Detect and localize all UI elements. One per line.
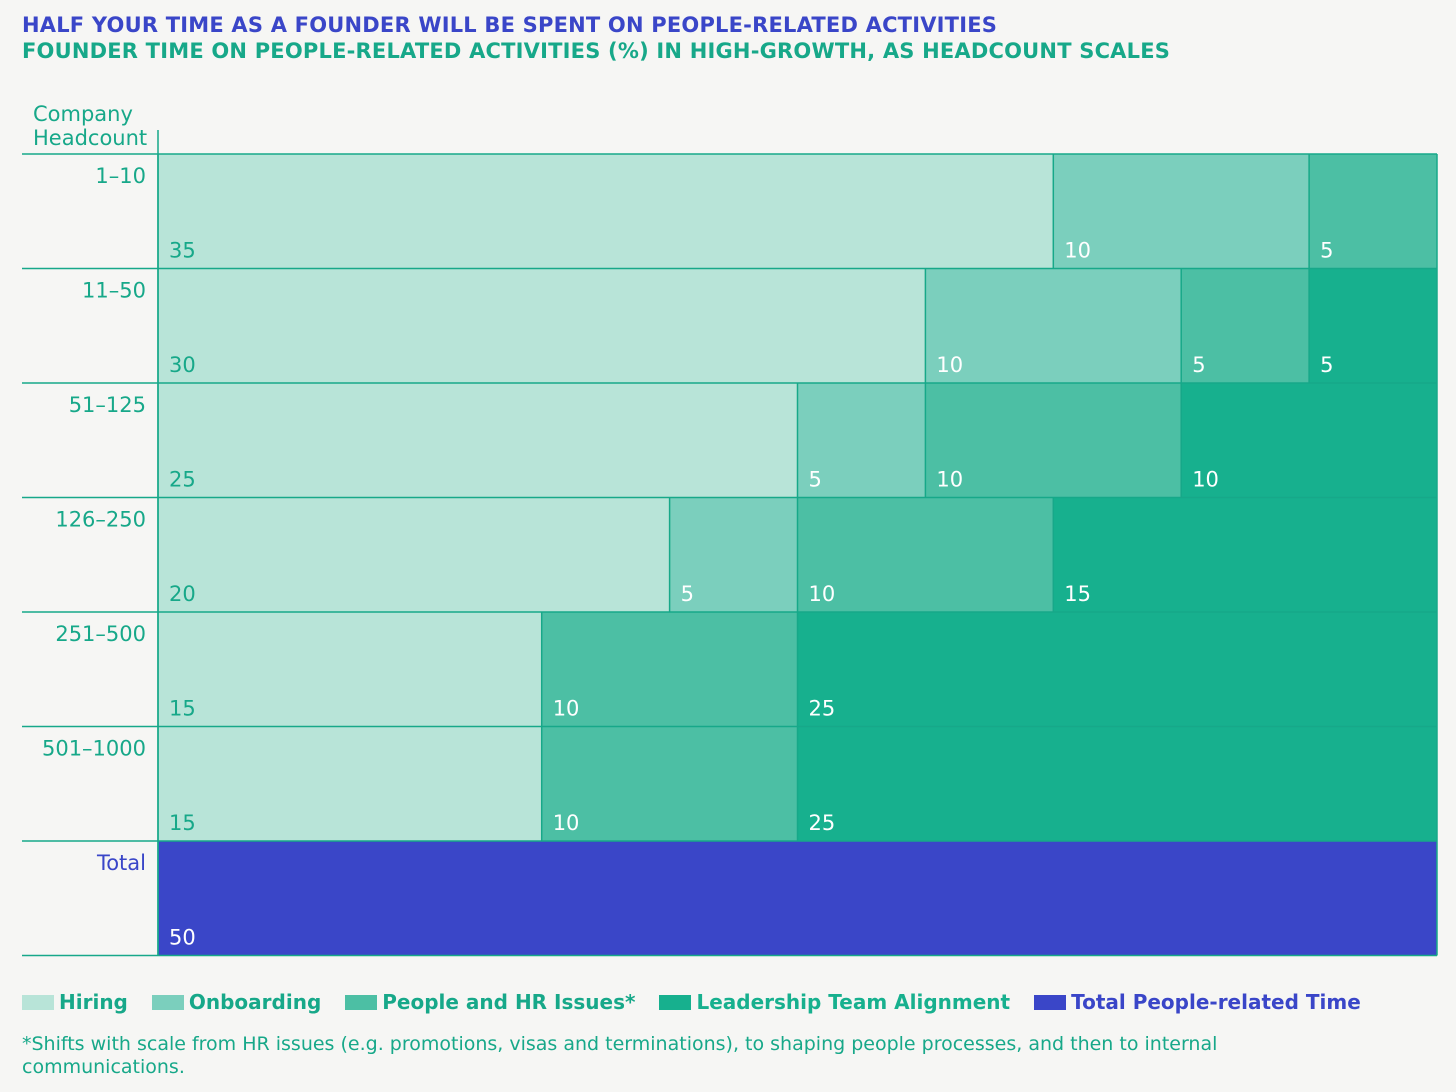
category-label: 1–10 <box>95 164 146 188</box>
legend-label: Total People-related Time <box>1071 990 1361 1014</box>
legend-item: Total People-related Time <box>1034 990 1361 1014</box>
legend-item: People and HR Issues* <box>345 990 635 1014</box>
chart-footnote: *Shifts with scale from HR issues (e.g. … <box>22 1033 1218 1078</box>
data-label: 35 <box>169 239 196 263</box>
data-label: 10 <box>936 353 963 377</box>
bar-segment <box>1309 268 1437 383</box>
legend-label: Hiring <box>59 990 128 1014</box>
data-label: 5 <box>1320 239 1333 263</box>
legend-swatch <box>1034 994 1067 1010</box>
data-label: 30 <box>169 353 196 377</box>
data-label: 5 <box>1320 353 1333 377</box>
data-label: 25 <box>809 811 836 835</box>
legend-item: Onboarding <box>151 990 322 1014</box>
data-label: 50 <box>169 926 196 950</box>
data-label: 10 <box>553 811 580 835</box>
legend-label: People and HR Issues* <box>382 990 636 1014</box>
bar-segment <box>158 841 1437 956</box>
data-label: 25 <box>809 697 836 721</box>
bar-segment <box>925 383 1182 498</box>
legend-swatch <box>22 994 54 1010</box>
data-label: 5 <box>809 468 822 492</box>
data-label: 5 <box>1192 353 1205 377</box>
data-label: 25 <box>169 468 196 492</box>
category-label: 126–250 <box>55 508 146 532</box>
y-axis-title: Company Headcount <box>33 102 147 150</box>
bar-segment <box>669 497 798 612</box>
bar-segment <box>1053 497 1437 612</box>
legend-swatch <box>345 994 378 1010</box>
category-label: 251–500 <box>55 622 146 646</box>
legend-label: Leadership Team Alignment <box>696 990 1011 1014</box>
category-label: Total <box>96 851 146 875</box>
bar-segment <box>797 383 926 498</box>
stacked-bar-chart: 35 10 5 1–10 30 10 5 5 11–50 25 5 10 10 51–125 20 5 10 15… <box>22 102 1438 957</box>
category-label: 51–125 <box>69 393 146 417</box>
bar-segment <box>1181 268 1310 383</box>
data-label: 15 <box>1064 582 1091 606</box>
data-label: 20 <box>169 582 196 606</box>
category-label: 501–1000 <box>42 737 146 761</box>
bar-segment <box>1309 154 1437 269</box>
bar-segment <box>925 268 1182 383</box>
bar-segment <box>541 726 798 841</box>
bar-segment <box>158 154 1054 269</box>
legend-item: Hiring <box>22 990 128 1014</box>
bar-segment <box>158 268 926 383</box>
bar-segment <box>541 612 798 727</box>
bar-segment <box>1053 154 1310 269</box>
bar-segment <box>158 612 542 727</box>
chart-subtitle: FOUNDER TIME ON PEOPLE-RELATED ACTIVITIE… <box>22 39 1171 63</box>
chart-legend: Hiring Onboarding People and HR Issues* Lea… <box>22 990 1361 1014</box>
bar-segment <box>797 612 1437 727</box>
data-label: 10 <box>1064 239 1091 263</box>
bar-segment <box>797 726 1437 841</box>
data-label: 15 <box>169 811 196 835</box>
chart-title: HALF YOUR TIME AS A FOUNDER WILL BE SPEN… <box>22 13 998 37</box>
data-label: 10 <box>553 697 580 721</box>
bar-segment <box>158 497 670 612</box>
category-label: 11–50 <box>82 279 146 303</box>
data-label: 10 <box>1192 468 1219 492</box>
bar-segment <box>158 383 798 498</box>
bar-segment <box>797 497 1054 612</box>
data-label: 5 <box>681 582 694 606</box>
data-label: 10 <box>809 582 836 606</box>
legend-swatch <box>151 994 184 1010</box>
legend-swatch <box>659 994 692 1010</box>
legend-label: Onboarding <box>188 990 322 1014</box>
legend-item: Leadership Team Alignment <box>659 990 1010 1014</box>
data-label: 10 <box>936 468 963 492</box>
bar-segment <box>1181 383 1437 498</box>
bar-segment <box>158 726 542 841</box>
data-label: 15 <box>169 697 196 721</box>
